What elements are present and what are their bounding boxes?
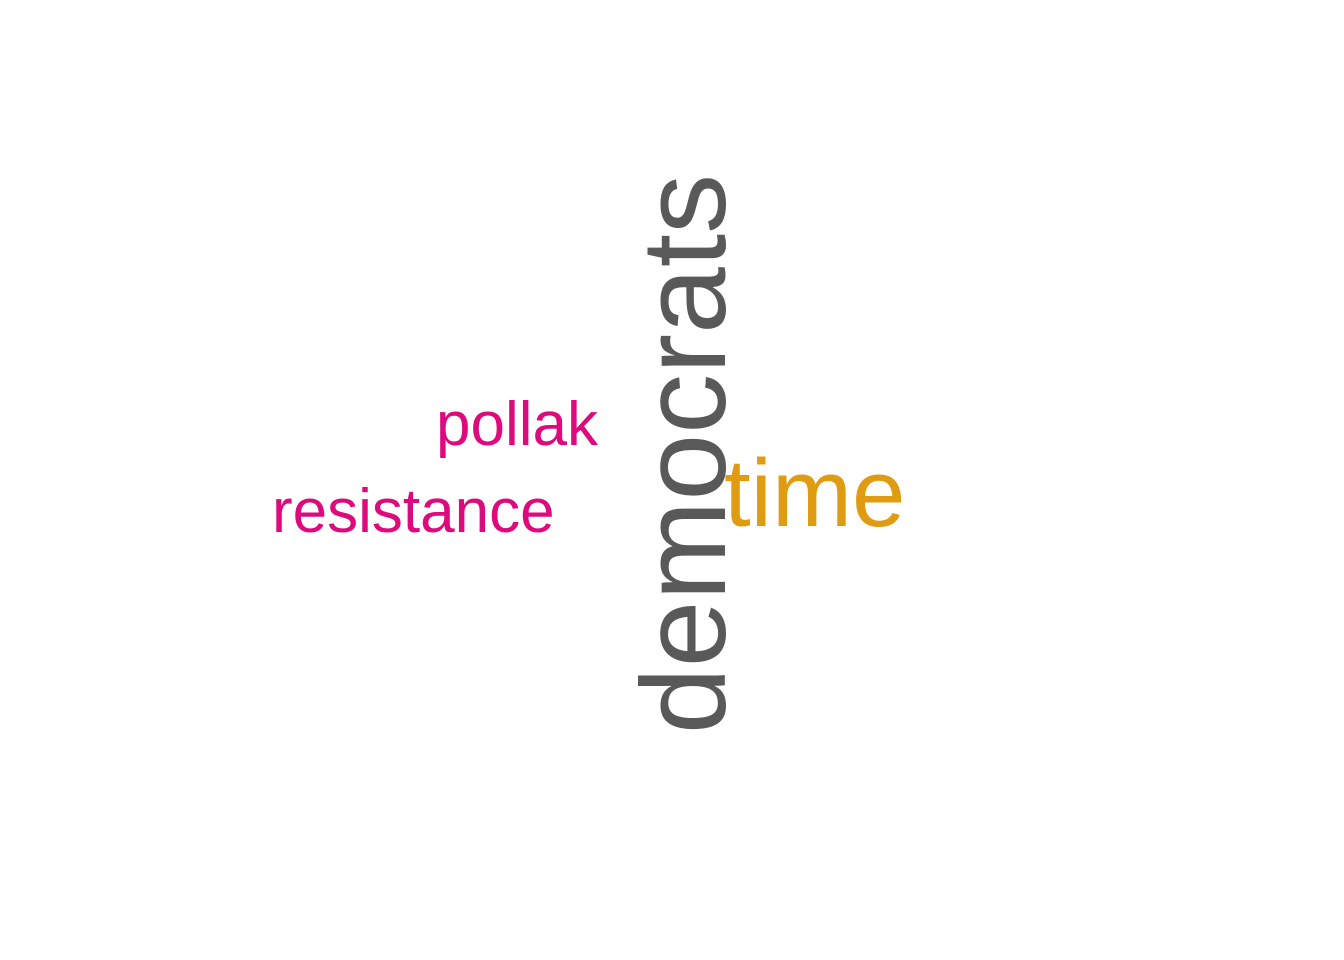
word-time: time	[724, 440, 906, 547]
word-pollak: pollak	[436, 390, 598, 459]
word-resistance: resistance	[272, 477, 555, 546]
